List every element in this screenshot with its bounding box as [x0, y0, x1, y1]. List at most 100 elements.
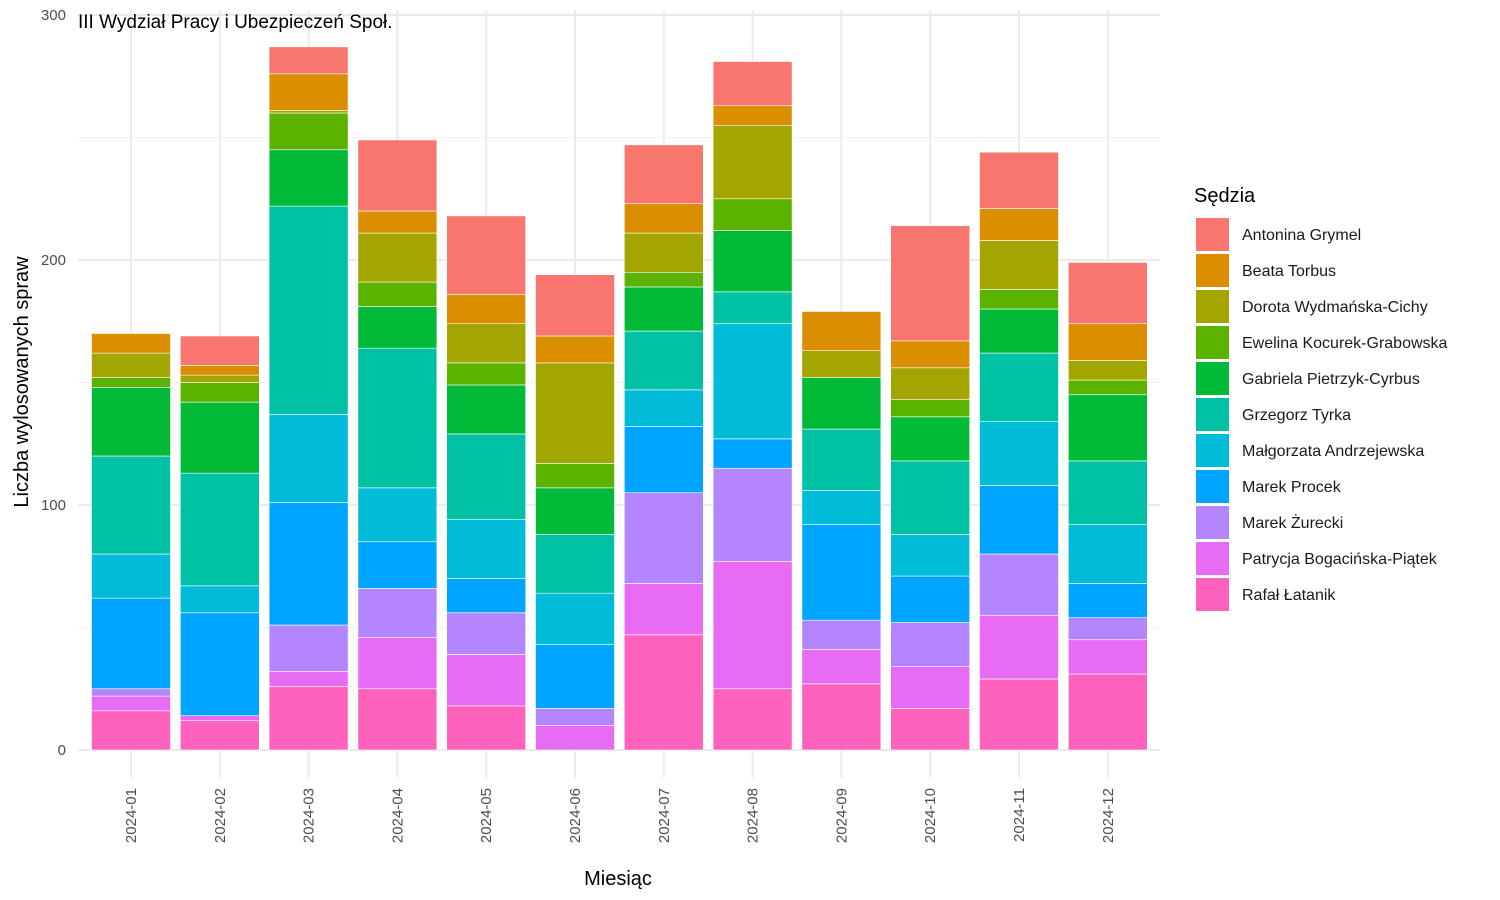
- bar-segment: [268, 624, 349, 672]
- bar-segment: [180, 472, 260, 587]
- bar-segment: [535, 463, 615, 489]
- bar-segment: [446, 654, 527, 707]
- bar-segment: [1068, 617, 1148, 641]
- bar-segment: [801, 524, 882, 621]
- bar-segment: [180, 365, 260, 376]
- x-tick-label: 2024-07: [656, 788, 673, 843]
- bar-segment: [357, 636, 438, 690]
- legend: Sędzia Antonina Grymel Beata Torbus Dorota…: [1194, 185, 1448, 611]
- x-tick-label: 2024-08: [745, 788, 762, 843]
- legend-swatch: [1196, 398, 1229, 431]
- legend-swatch: [1196, 362, 1229, 395]
- bar-segment: [979, 485, 1059, 555]
- x-tick-label: 2024-11: [1011, 788, 1028, 842]
- bar-segment: [801, 683, 882, 751]
- bar-segment: [979, 614, 1059, 680]
- bar-segment: [801, 489, 882, 525]
- bar-segment: [180, 374, 260, 383]
- bar-segment: [91, 597, 171, 690]
- bar-segment: [623, 330, 704, 391]
- bar-segment: [535, 644, 615, 709]
- bar-segment: [623, 426, 704, 494]
- bar-segment: [268, 205, 349, 415]
- bar-segment: [180, 585, 260, 614]
- bar-segment: [712, 561, 793, 690]
- bar-segment: [1068, 524, 1148, 584]
- bar-segment: [623, 144, 704, 204]
- bar-segment: [890, 708, 971, 751]
- bar-segment: [357, 347, 438, 489]
- y-axis-title: Liczba wylosowanych spraw: [11, 256, 33, 508]
- bar-segment: [890, 534, 971, 577]
- bar-segment: [712, 198, 793, 231]
- bar-segment: [801, 619, 882, 650]
- bar-segment: [91, 688, 171, 697]
- legend-label: Rafał Łatanik: [1242, 587, 1336, 604]
- y-tick-label: 100: [41, 497, 66, 514]
- bar-segment: [890, 460, 971, 535]
- bar-segment: [623, 286, 704, 332]
- x-tick-label: 2024-10: [922, 788, 939, 843]
- bar-segment: [1068, 360, 1148, 381]
- bar-segment: [979, 240, 1059, 290]
- bar-segment: [357, 688, 438, 751]
- bar-segment: [712, 323, 793, 440]
- bar-segment: [91, 455, 171, 555]
- bar-segment: [712, 230, 793, 293]
- legend-label: Grzegorz Tyrka: [1242, 407, 1351, 424]
- bar-segment: [712, 61, 793, 106]
- legend-label: Dorota Wydmańska-Cichy: [1242, 299, 1428, 316]
- legend-label: Ewelina Kocurek-Grabowska: [1242, 335, 1448, 352]
- x-tick-label: 2024-06: [567, 788, 584, 843]
- bar-segment: [890, 225, 971, 342]
- bar-segment: [979, 421, 1059, 486]
- bar-segment: [801, 311, 882, 351]
- bar-segment: [712, 105, 793, 126]
- bar-segment: [268, 110, 349, 114]
- bar-segment: [180, 715, 260, 721]
- x-tick-label: 2024-02: [212, 788, 229, 843]
- bar-segment: [890, 622, 971, 667]
- bar-segment: [535, 274, 615, 337]
- bar-segment: [268, 414, 349, 503]
- bar-segment: [1068, 460, 1148, 525]
- bar-segment: [712, 688, 793, 751]
- bar-segment: [268, 73, 349, 111]
- bar-segment: [712, 124, 793, 200]
- bar-segment: [357, 587, 438, 638]
- x-tick-labels: 2024-01 2024-02 2024-03 2024-04 2024-05 2024-…: [123, 788, 1117, 843]
- legend-swatch: [1196, 506, 1229, 539]
- bar-segment: [979, 151, 1059, 209]
- bar-segment: [623, 583, 704, 636]
- bar-segment: [979, 208, 1059, 241]
- bar-segment: [446, 323, 527, 364]
- bar-segment: [979, 678, 1059, 751]
- bar-segment: [979, 289, 1059, 310]
- bar-segment: [180, 401, 260, 474]
- legend-title: Sędzia: [1194, 185, 1256, 207]
- y-tick-label: 200: [41, 252, 66, 269]
- bar-segment: [890, 575, 971, 623]
- bar-segment: [1068, 639, 1148, 675]
- y-tick-labels: 0 100 200 300: [41, 7, 66, 759]
- bar-segment: [1068, 583, 1148, 619]
- bar-segment: [535, 534, 615, 594]
- bar-segment: [712, 438, 793, 469]
- bar-segment: [712, 291, 793, 325]
- bar-segment: [446, 433, 527, 521]
- x-tick-label: 2024-03: [301, 788, 318, 843]
- bar-segment: [1068, 262, 1148, 325]
- legend-label: Antonina Grymel: [1242, 227, 1361, 244]
- bar-segment: [268, 149, 349, 207]
- bar-segment: [890, 367, 971, 400]
- legend-swatch: [1196, 434, 1229, 467]
- bar-segment: [535, 362, 615, 464]
- bar-segment: [1068, 379, 1148, 396]
- bar-segment: [268, 671, 349, 687]
- bar-segment: [1068, 323, 1148, 361]
- bar-segment: [91, 710, 171, 751]
- x-tick-label: 2024-01: [123, 788, 140, 843]
- bar-segment: [91, 377, 171, 388]
- bar-segment: [357, 139, 438, 212]
